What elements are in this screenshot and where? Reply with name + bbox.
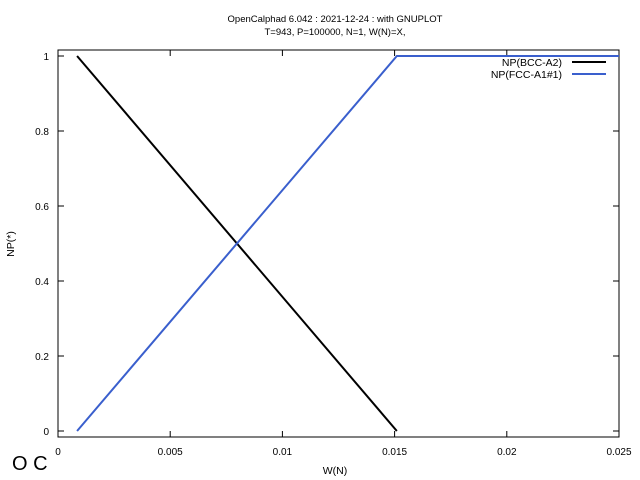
x-tick-label: 0.015 [382, 447, 407, 458]
x-tick-label: 0.005 [158, 447, 183, 458]
y-axis-label: NP(*) [5, 231, 17, 257]
y-tick-label: 0.6 [35, 202, 49, 213]
chart-title: OpenCalphad 6.042 : 2021-12-24 : with GN… [228, 14, 443, 25]
legend-label-1: NP(BCC-A2) [502, 57, 562, 69]
y-tick-label: 0.2 [35, 352, 49, 363]
y-tick-label: 0.4 [35, 277, 49, 288]
plot-frame [57, 49, 620, 438]
x-tick-label: 0.025 [606, 447, 631, 458]
chart-subtitle: T=943, P=100000, N=1, W(N)=X, [265, 27, 406, 38]
x-tick-label: 0 [55, 447, 61, 458]
series-layer [76, 55, 619, 432]
x-tick-label: 0.02 [497, 447, 517, 458]
axes: 0 0.005 0.01 0.015 0.02 0.025 0 0.2 0.4 0.6 0.8 1 [35, 50, 632, 458]
y-tick-label: 0.8 [35, 127, 49, 138]
y-tick-label: 0 [43, 427, 49, 438]
legend-label-2: NP(FCC-A1#1) [491, 69, 562, 81]
y-tick-label: 1 [43, 52, 49, 63]
legend: NP(BCC-A2)NP(FCC-A1#1) [491, 57, 606, 81]
x-axis-label: W(N) [323, 465, 348, 477]
x-tick-label: 0.01 [273, 447, 293, 458]
logo-oc: O C [12, 453, 48, 475]
series-line-2 [76, 55, 619, 432]
